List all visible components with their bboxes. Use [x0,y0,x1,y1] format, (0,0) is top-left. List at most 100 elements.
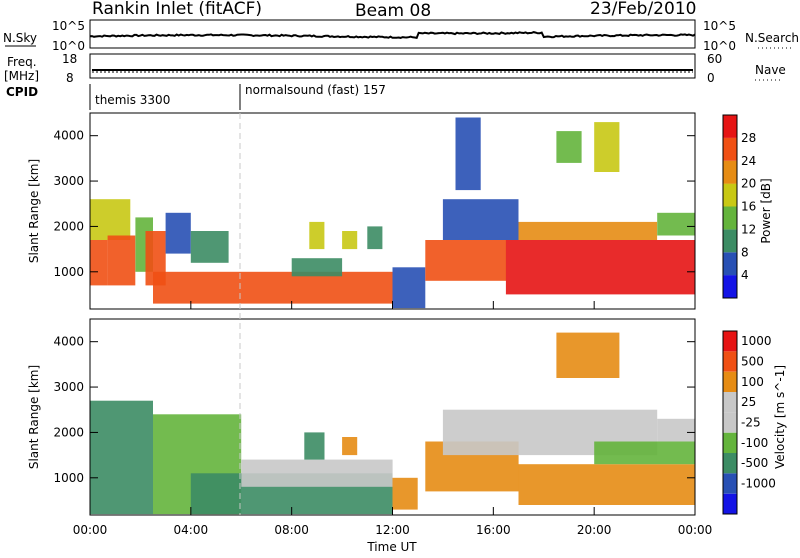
velocity-colorbar: 1000 500 100 25 -25 -100 -500 -1000 [722,330,776,515]
mode-2-label: normalsound (fast) 157 [245,83,386,97]
colorbar-tick-label: 4 [741,268,749,282]
colorbar-swatch [723,160,737,184]
colorbar-swatch [723,432,737,453]
mode-1-label: themis 3300 [95,93,170,107]
colorbar-swatch [723,206,737,230]
time-x-ticks: 00:00 04:00 08:00 12:00 16:00 20:00 00:00 [73,301,713,537]
power-region-19 [594,122,620,172]
x-tick-label: 08:00 [274,523,309,537]
power-region-9 [309,221,325,250]
colorbar-tick-label: 16 [741,200,756,214]
colorbar-tick-label: 12 [741,222,756,236]
velocity-region-9 [518,464,695,505]
velocity-region-12 [556,332,620,378]
colorbar-swatch [723,453,737,474]
nsearch-tick-top: 10^5 [703,19,736,33]
noise-trace [89,31,696,40]
beam-title: Beam 08 [355,1,431,21]
colorbar-swatch [723,412,737,433]
nsky-tick-bottom: 10^0 [52,39,85,53]
x-axis-label: Time UT [366,540,417,554]
cpid-label: CPID [6,85,38,99]
y-tick-label: 4000 [53,335,84,349]
colorbar-tick-label: -500 [741,456,768,470]
power-region-8 [291,258,343,277]
noise-panel: N.Sky 10^5 10^0 10^5 10^0 N.Search [3,19,799,53]
freq-unit: [MHz] [4,69,39,83]
power-region-14 [442,199,519,240]
x-tick-label: 04:00 [174,523,209,537]
power-region-15 [505,240,695,295]
power-region-1 [90,199,131,240]
velocity-y-ticks: 1000 2000 3000 4000 [53,335,695,485]
colorbar-tick-label: -25 [741,416,761,430]
velocity-ylabel: Slant Range [km] [27,365,41,469]
velocity-region-11 [657,418,695,442]
x-tick-label: 00:00 [73,523,108,537]
colorbar-swatch [723,371,737,392]
velocity-region-6 [392,477,418,510]
freq-tick-top: 18 [62,52,77,66]
nave-label: Nave [755,63,786,77]
colorbar-frame [722,330,738,515]
nsky-label: N.Sky [3,31,37,45]
velocity-region-0 [90,400,153,515]
power-region-13 [425,240,506,281]
power-region-20 [455,117,481,191]
x-tick-label: 20:00 [577,523,612,537]
colorbar-swatch [723,392,737,413]
nsearch-label: N.Search [745,31,799,45]
power-region-16 [518,221,658,240]
station-title: Rankin Inlet (fitACF) [92,0,262,19]
colorbar-swatch [723,275,737,298]
power-region-0 [90,240,108,286]
power-region-7 [153,271,393,304]
x-tick-label: 16:00 [476,523,511,537]
nsky-tick-top: 10^5 [52,19,85,33]
nave-tick-bottom: 0 [707,71,715,85]
colorbar-tick-label: 20 [741,177,756,191]
colorbar-tick-label: -1000 [741,477,776,491]
colorbar-tick-label: 25 [741,395,756,409]
velocity-data [90,332,695,515]
freq-label: Freq. [7,55,37,69]
power-region-18 [556,131,582,163]
colorbar-swatch [723,473,737,494]
velocity-region-5 [342,437,358,456]
power-region-12 [392,267,426,309]
y-tick-label: 1000 [53,471,84,485]
colorbar-swatch [723,229,737,253]
colorbar-swatch [723,252,737,276]
power-ylabel: Slant Range [km] [27,159,41,263]
date-title: 23/Feb/2010 [590,0,696,19]
velocity-region-3 [241,459,393,487]
colorbar-tick-label: 500 [741,355,764,369]
power-panel: Slant Range [km] 1000 2000 3000 4000 4 8 12 16… [27,112,773,310]
colorbar-tick-label: 1000 [741,334,772,348]
power-region-10 [342,231,358,250]
colorbar-tick-label: 100 [741,375,764,389]
power-region-17 [657,212,695,236]
cpid-panel: CPID themis 3300 normalsound (fast) 157 [6,83,386,110]
y-tick-label: 2000 [53,425,84,439]
nave-tick-top: 60 [707,52,722,66]
colorbar-swatch [723,331,737,352]
colorbar-swatch [723,493,737,514]
power-region-6 [190,231,229,263]
power-colorbar-label: Power [dB] [759,178,773,243]
power-region-5 [165,212,191,254]
colorbar-tick-label: -100 [741,436,768,450]
x-tick-label: 12:00 [375,523,410,537]
y-tick-label: 4000 [53,129,84,143]
colorbar-tick-label: 28 [741,131,756,145]
colorbar-frame [722,114,738,299]
colorbar-swatch [723,115,737,138]
frequency-panel: Freq. [MHz] 18 8 60 0 Nave [4,52,786,85]
velocity-colorbar-label: Velocity [m s^-1] [773,365,787,469]
colorbar-swatch [723,137,737,161]
x-tick-label: 00:00 [678,523,713,537]
velocity-region-10 [594,441,695,465]
y-tick-label: 2000 [53,219,84,233]
colorbar-tick-label: 24 [741,154,756,168]
